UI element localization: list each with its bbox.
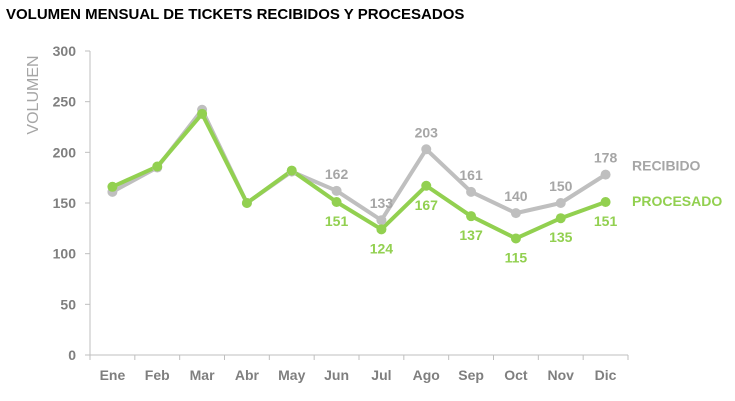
y-tick-label: 0	[68, 347, 76, 363]
data-point-procesado	[286, 165, 297, 176]
x-tick-label: Oct	[504, 367, 528, 383]
data-label-procesado: 151	[325, 213, 349, 229]
legend-procesado: PROCESADO	[632, 193, 722, 209]
x-tick-label: Dic	[595, 367, 617, 383]
y-tick-label: 150	[53, 195, 77, 211]
data-point-procesado	[152, 161, 163, 172]
legend-recibido: RECIBIDO	[632, 158, 701, 174]
data-label-recibido: 140	[504, 188, 528, 204]
x-tick-label: Mar	[190, 367, 215, 383]
data-point-recibido	[600, 169, 611, 180]
x-tick-label: Sep	[458, 367, 484, 383]
data-label-recibido: 203	[415, 124, 439, 140]
chart-axes: VOLUMEN	[25, 51, 628, 356]
data-point-recibido	[510, 208, 521, 219]
data-label-recibido: 178	[594, 150, 618, 166]
data-label-procesado: 115	[505, 249, 528, 265]
x-tick-label: Ene	[100, 367, 126, 383]
data-point-recibido	[331, 185, 342, 196]
data-point-procesado	[466, 211, 477, 222]
x-tick-label: Jun	[324, 367, 349, 383]
chart-title: VOLUMEN MENSUAL DE TICKETS RECIBIDOS Y P…	[6, 6, 465, 23]
data-point-procesado	[421, 180, 432, 191]
series-line-recibido	[110, 107, 608, 223]
x-tick-label: Abr	[235, 367, 260, 383]
data-label-recibido: 161	[459, 167, 483, 183]
x-tick-label: Nov	[548, 367, 575, 383]
data-point-procesado	[331, 196, 342, 207]
data-point-procesado	[376, 224, 387, 235]
chart-points	[107, 104, 611, 244]
data-label-procesado: 137	[459, 227, 483, 243]
y-axis-title: VOLUMEN	[25, 55, 42, 134]
data-label-recibido: 150	[549, 178, 573, 194]
data-label-recibido: 133	[370, 195, 394, 211]
data-point-recibido	[466, 186, 477, 197]
chart-lines	[110, 107, 608, 241]
data-label-recibido: 162	[325, 166, 349, 182]
x-tick-label: Ago	[413, 367, 440, 383]
data-point-procesado	[197, 108, 208, 119]
data-label-procesado: 151	[594, 213, 618, 229]
x-tick-label: Jul	[371, 367, 391, 383]
data-point-procesado	[555, 213, 566, 224]
data-point-recibido	[376, 215, 387, 226]
y-tick-label: 100	[53, 246, 77, 262]
y-tick-label: 50	[60, 296, 76, 312]
data-label-procesado: 124	[370, 240, 394, 256]
chart-legend: RECIBIDO PROCESADO	[632, 158, 722, 209]
y-tick-label: 250	[53, 94, 77, 110]
data-label-procesado: 167	[415, 197, 439, 213]
data-point-procesado	[107, 181, 118, 192]
x-tick-label: May	[278, 367, 305, 383]
chart-ticks: 0 50 100 150 200 250 300 Ene Feb Mar Abr May Jun Jul A…	[53, 43, 629, 383]
data-point-recibido	[421, 144, 432, 155]
y-tick-label: 200	[53, 144, 77, 160]
y-tick-label: 300	[53, 43, 77, 59]
x-tick-label: Feb	[145, 367, 170, 383]
data-point-procesado	[241, 198, 252, 208]
data-label-procesado: 135	[549, 229, 573, 245]
data-point-procesado	[510, 233, 521, 244]
data-point-recibido	[555, 198, 566, 208]
chart-data-labels: 162 133 203 161 140 150 178 151 124 167 137 115 135 1…	[325, 124, 618, 265]
data-point-procesado	[600, 196, 611, 207]
series-line-procesado	[110, 111, 608, 241]
